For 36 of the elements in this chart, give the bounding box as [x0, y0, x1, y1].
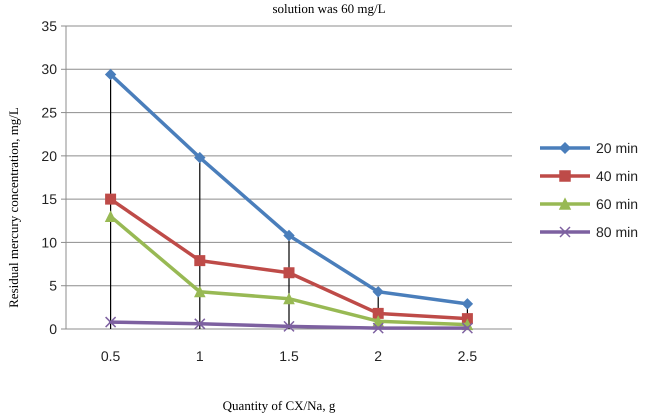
y-axis-title: Residual mercury concentration, mg/L — [6, 107, 21, 308]
point — [194, 255, 206, 266]
point — [372, 286, 384, 298]
point — [194, 286, 206, 298]
point — [284, 267, 294, 278]
point — [462, 322, 474, 334]
point — [194, 152, 206, 164]
legend-label: 60 min — [596, 196, 638, 212]
point — [372, 308, 384, 319]
point — [104, 316, 116, 328]
point — [284, 230, 294, 242]
legend-label: 80 min — [596, 224, 638, 240]
y-tick-label: 15 — [41, 191, 58, 208]
chart-title: solution was 60 mg/L — [272, 1, 386, 16]
point — [283, 320, 295, 332]
point — [462, 298, 473, 310]
y-tick-label: 35 — [41, 18, 58, 34]
x-tick-label: 0.5 — [100, 348, 121, 364]
y-tick-label: 5 — [49, 278, 58, 294]
y-tick-label: 30 — [41, 61, 58, 78]
x-tick-label: 1 — [196, 348, 204, 364]
y-tick-label: 25 — [41, 104, 58, 120]
y-tick-label: 10 — [41, 234, 58, 250]
x-axis-title: Quantity of CX/Na, g — [222, 398, 336, 413]
y-tick-label: 20 — [41, 148, 58, 164]
point — [372, 322, 384, 334]
point — [194, 318, 206, 330]
point — [284, 293, 294, 304]
x-tick-label: 2 — [374, 348, 382, 364]
x-tick-label: 2.5 — [458, 348, 478, 364]
point — [105, 68, 116, 80]
legend-label: 40 min — [596, 168, 638, 184]
point — [105, 194, 116, 205]
legend-label: 20 min — [596, 140, 638, 156]
y-tick-label: 0 — [49, 320, 58, 337]
x-tick-label: 1.5 — [279, 348, 299, 364]
